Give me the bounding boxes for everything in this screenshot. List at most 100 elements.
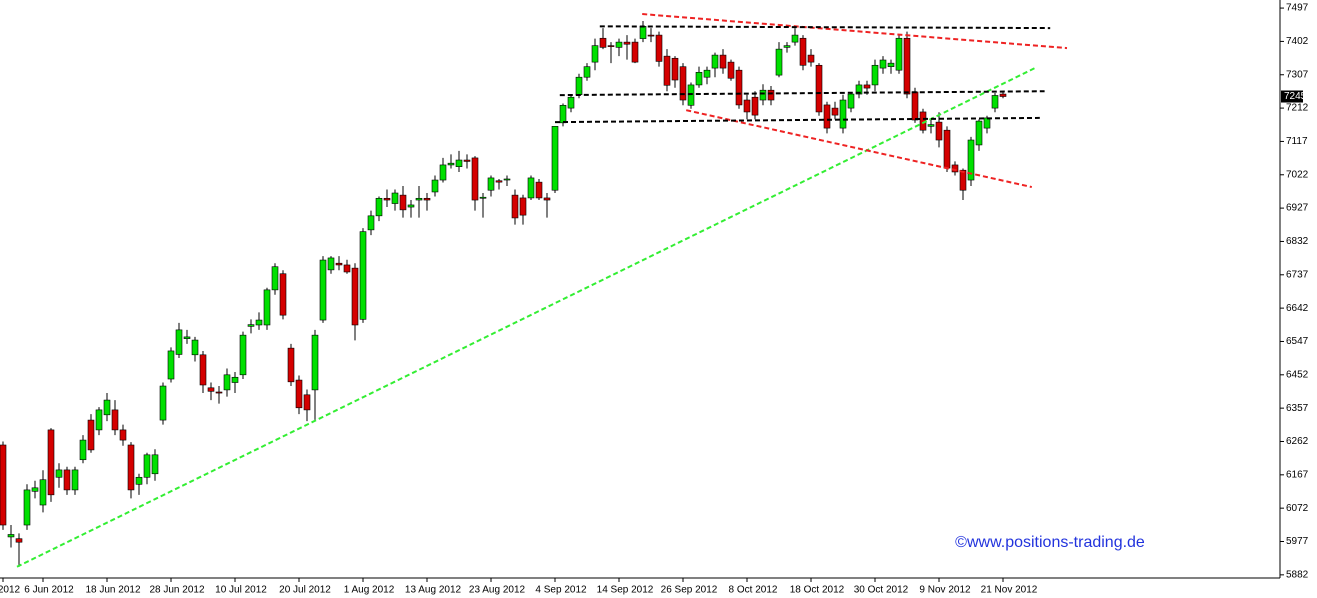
candle-body	[943, 129, 951, 169]
candle-body	[119, 429, 127, 441]
candle-body	[231, 376, 239, 383]
candle-body	[463, 159, 471, 162]
candle-body	[975, 120, 983, 146]
candle-body	[591, 45, 599, 63]
candle-body	[679, 66, 687, 101]
y-tick-label: 6927	[1286, 203, 1309, 214]
y-tick-label: 6072	[1286, 503, 1309, 514]
y-tick-label: 6357	[1286, 403, 1309, 414]
candle-body	[191, 339, 199, 356]
candle-body	[295, 379, 303, 409]
candle-body	[631, 41, 639, 63]
trend-line	[559, 90, 1045, 97]
trend-line	[554, 116, 1040, 124]
x-tick-label: 9 Nov 2012	[919, 585, 971, 596]
candle-body	[199, 354, 207, 386]
candle-body	[879, 59, 887, 69]
candle-body	[583, 66, 591, 78]
candle-body	[543, 197, 551, 201]
candle-body	[959, 169, 967, 191]
candle-body	[239, 334, 247, 376]
candle-body	[255, 319, 263, 326]
candle-body	[703, 69, 711, 78]
candle-body	[983, 117, 991, 129]
candle-body	[327, 257, 335, 271]
candle-body	[383, 197, 391, 201]
candle-body	[855, 84, 863, 95]
x-tick-label: 28 Jun 2012	[149, 585, 204, 596]
candle-body	[655, 34, 663, 62]
candle-body	[647, 34, 655, 37]
candle-body	[23, 489, 31, 526]
watermark: ©www.positions-trading.de	[955, 534, 1145, 551]
candle-body	[71, 469, 79, 491]
candle-body	[135, 476, 143, 485]
candle-body	[847, 93, 855, 109]
candle-body	[95, 409, 103, 431]
candle-body	[223, 374, 231, 391]
y-tick-label: 6642	[1286, 303, 1309, 314]
candle-body	[559, 104, 567, 124]
x-tick-label: 1 Aug 2012	[344, 585, 395, 596]
candle-body	[927, 124, 935, 127]
candle-body	[207, 387, 215, 392]
candle-body	[175, 329, 183, 355]
candle-body	[415, 197, 423, 201]
candle-body	[671, 57, 679, 81]
candle-body	[607, 45, 615, 47]
candle-body	[303, 394, 311, 411]
candle-body	[511, 194, 519, 219]
candle-body	[551, 126, 559, 191]
candle-body	[967, 139, 975, 181]
y-tick-label: 6547	[1286, 336, 1309, 347]
candle-body	[0, 444, 7, 526]
candle-body	[911, 91, 919, 121]
candle-body	[991, 95, 999, 109]
x-tick-label: 30 Oct 2012	[854, 585, 909, 596]
candle-body	[823, 104, 831, 129]
candle-body	[783, 45, 791, 48]
candle-body	[503, 178, 511, 181]
candle-body	[807, 54, 815, 63]
candle-body	[159, 385, 167, 421]
candle-body	[791, 34, 799, 43]
y-tick-label: 7402	[1286, 36, 1309, 47]
candle-body	[639, 26, 647, 39]
candle-body	[167, 350, 175, 380]
x-tick-label: 26 Sep 2012	[661, 585, 718, 596]
candle-body	[759, 89, 767, 101]
candle-body	[311, 334, 319, 391]
candle-body	[279, 273, 287, 316]
candle-body	[319, 259, 327, 321]
y-tick-label: 6167	[1286, 469, 1309, 480]
trend-line	[642, 13, 1068, 50]
y-tick-label: 6832	[1286, 236, 1309, 247]
candle-body	[351, 267, 359, 326]
candle-body	[247, 324, 255, 327]
candle-body	[39, 479, 47, 506]
candle-body	[727, 61, 735, 79]
x-tick-label: 10 Jul 2012	[215, 585, 267, 596]
candle-body	[567, 96, 575, 109]
candle-body	[103, 399, 111, 416]
candle-body	[63, 469, 71, 491]
x-tick-label: 4 Sep 2012	[535, 585, 587, 596]
candle-body	[527, 177, 535, 199]
trend-line	[685, 109, 1033, 189]
candle-body	[287, 347, 295, 383]
y-tick-label: 5977	[1286, 536, 1309, 547]
x-tick-label: 23 Aug 2012	[469, 585, 526, 596]
candle-body	[87, 419, 95, 451]
candle-body	[575, 76, 583, 96]
x-tick-label: 2012	[0, 585, 21, 596]
candle-body	[15, 538, 23, 543]
candle-body	[359, 231, 367, 320]
candle-body	[471, 157, 479, 201]
candle-body	[375, 197, 383, 217]
candle-body	[31, 487, 39, 492]
candle-body	[767, 89, 775, 101]
candle-body	[127, 444, 135, 491]
x-tick-label: 8 Oct 2012	[729, 585, 778, 596]
x-tick-label: 20 Jul 2012	[279, 585, 331, 596]
y-tick-label: 7022	[1286, 169, 1309, 180]
